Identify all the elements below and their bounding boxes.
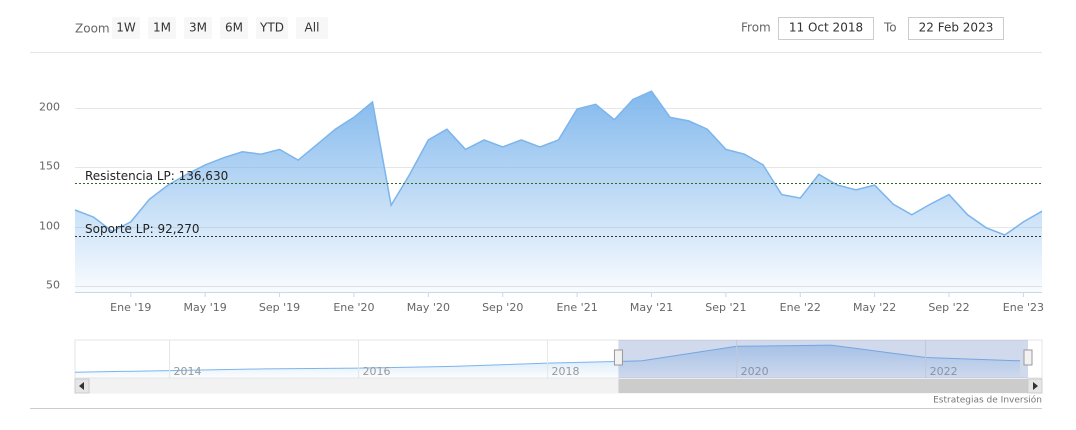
y-tick-label: 100	[39, 220, 60, 233]
zoom-button-label[interactable]: 6M	[225, 21, 243, 35]
zoom-button-bg[interactable]	[184, 17, 212, 39]
plot-line-label: Resistencia LP: 136,630	[85, 169, 228, 183]
zoom-button-label[interactable]: All	[305, 21, 320, 35]
zoom-button[interactable]: YTD	[256, 17, 288, 39]
from-input[interactable]	[778, 17, 874, 40]
y-tick-label: 200	[39, 101, 60, 114]
zoom-button-bg[interactable]	[220, 17, 248, 39]
x-tick-label: Sep '19	[259, 301, 300, 314]
x-tick-label: May '21	[630, 301, 673, 314]
zoom-button-label[interactable]: 1M	[153, 21, 171, 35]
zoom-button-label[interactable]: 3M	[189, 21, 207, 35]
x-tick-label: Sep '22	[928, 301, 969, 314]
y-tick-label: 150	[39, 160, 60, 173]
navigator-handle[interactable]	[1023, 349, 1033, 366]
navigator-label: 2014	[174, 365, 202, 378]
plot-line-label: Soporte LP: 92,270	[85, 222, 200, 236]
zoom-button[interactable]: 3M	[184, 17, 212, 39]
x-tick-label: Ene '21	[556, 301, 597, 314]
navigator-handle[interactable]	[613, 349, 623, 366]
x-tick-label: Ene '23	[1003, 301, 1044, 314]
zoom-button[interactable]: 1W	[112, 17, 140, 39]
navigator-label: 2022	[930, 365, 958, 378]
x-tick-label: Ene '19	[110, 301, 151, 314]
credits[interactable]: Estrategias de Inversión	[933, 395, 1042, 406]
x-tick-label: May '19	[184, 301, 227, 314]
from-label: From	[741, 21, 771, 35]
x-tick-label: Ene '20	[333, 301, 374, 314]
zoom-button-bg[interactable]	[148, 17, 176, 39]
zoom-button-label[interactable]: 1W	[116, 21, 136, 35]
zoom-button-bg[interactable]	[296, 17, 328, 39]
area-fill	[75, 345, 1021, 378]
from-value[interactable]: 11 Oct 2018	[789, 21, 863, 35]
zoom-button[interactable]: 6M	[220, 17, 248, 39]
area-fill	[75, 91, 1042, 292]
scrollbar-thumb[interactable]	[618, 379, 1028, 393]
scrollbar-right-arrow	[1033, 382, 1038, 390]
y-tick-label: 50	[46, 279, 60, 292]
to-label: To	[883, 21, 897, 35]
x-tick-label: Sep '20	[482, 301, 523, 314]
scrollbar-left-arrow	[79, 382, 84, 390]
zoom-button-bg[interactable]	[256, 17, 288, 39]
x-tick-label: May '20	[407, 301, 450, 314]
zoom-button[interactable]: 1M	[148, 17, 176, 39]
zoom-button[interactable]: All	[296, 17, 328, 39]
area-line	[74, 90, 1043, 236]
x-tick-label: Ene '22	[780, 301, 821, 314]
x-tick-label: May '22	[853, 301, 896, 314]
x-tick-label: Sep '21	[705, 301, 746, 314]
navigator-label: 2018	[552, 365, 580, 378]
zoom-button-label[interactable]: YTD	[259, 21, 284, 35]
navigator-mask[interactable]	[618, 340, 1028, 378]
navigator-label: 2016	[363, 365, 391, 378]
navigator-label: 2020	[741, 365, 769, 378]
zoom-button-bg[interactable]	[112, 17, 140, 39]
to-input[interactable]	[908, 17, 1004, 40]
zoom-label: Zoom	[75, 22, 110, 36]
to-value[interactable]: 22 Feb 2023	[919, 21, 994, 35]
